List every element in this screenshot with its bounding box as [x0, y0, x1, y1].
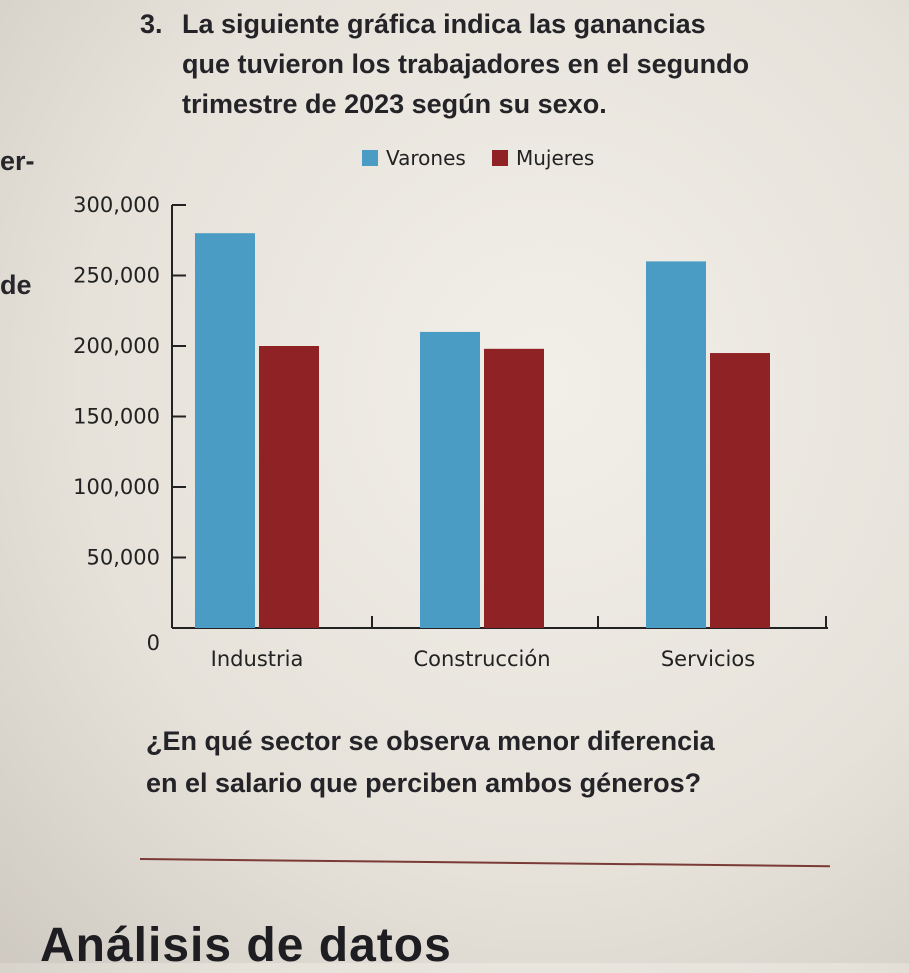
margin-fragment-2: de	[0, 270, 32, 300]
question-line-2: que tuvieron los trabajadores en el segu…	[182, 49, 750, 79]
legend-swatch-mujeres	[492, 150, 508, 166]
x-category-label: Construcción	[413, 647, 550, 671]
answer-line[interactable]	[139, 858, 830, 868]
bar-varones-0	[195, 233, 255, 628]
question-number: 3.	[140, 9, 163, 39]
question-text: 3. La siguiente gráfica indica las gananc…	[140, 4, 840, 124]
followup-line-2: en el salario que perciben ambos géneros…	[146, 768, 702, 798]
y-tick-label: 150,000	[73, 405, 160, 429]
y-tick-label: 50,000	[87, 546, 160, 570]
legend-swatch-varones	[362, 150, 378, 166]
y-tick-label: 200,000	[73, 334, 160, 358]
question-line-3: trimestre de 2023 según su sexo.	[182, 89, 607, 119]
bar-chart: 0 50,000 100,000 150,000 200,000 250,000 300,0…	[73, 146, 828, 671]
bar-varones-1	[420, 331, 480, 628]
y-tick-label: 300,000	[73, 193, 160, 217]
y-tick-label: 100,000	[73, 475, 160, 499]
x-category-label: Servicios	[661, 647, 755, 671]
y-tick-label: 250,000	[73, 264, 160, 288]
question-line-1: La siguiente gráfica indica las ganancia…	[182, 9, 706, 39]
bar-varones-2	[646, 261, 706, 628]
legend-label-mujeres: Mujeres	[516, 146, 594, 170]
y-tick-label: 0	[147, 631, 160, 655]
margin-fragment-1: er-	[0, 146, 35, 176]
x-category-label: Industria	[211, 647, 304, 671]
legend-label-varones: Varones	[386, 146, 466, 170]
bar-mujeres-1	[484, 348, 544, 628]
followup-line-1: ¿En qué sector se observa menor diferenc…	[146, 726, 715, 756]
followup-question: ¿En qué sector se observa menor diferenc…	[146, 720, 846, 804]
section-title: Análisis de datos	[40, 919, 452, 972]
bar-mujeres-0	[259, 346, 319, 628]
bar-mujeres-2	[710, 353, 770, 628]
